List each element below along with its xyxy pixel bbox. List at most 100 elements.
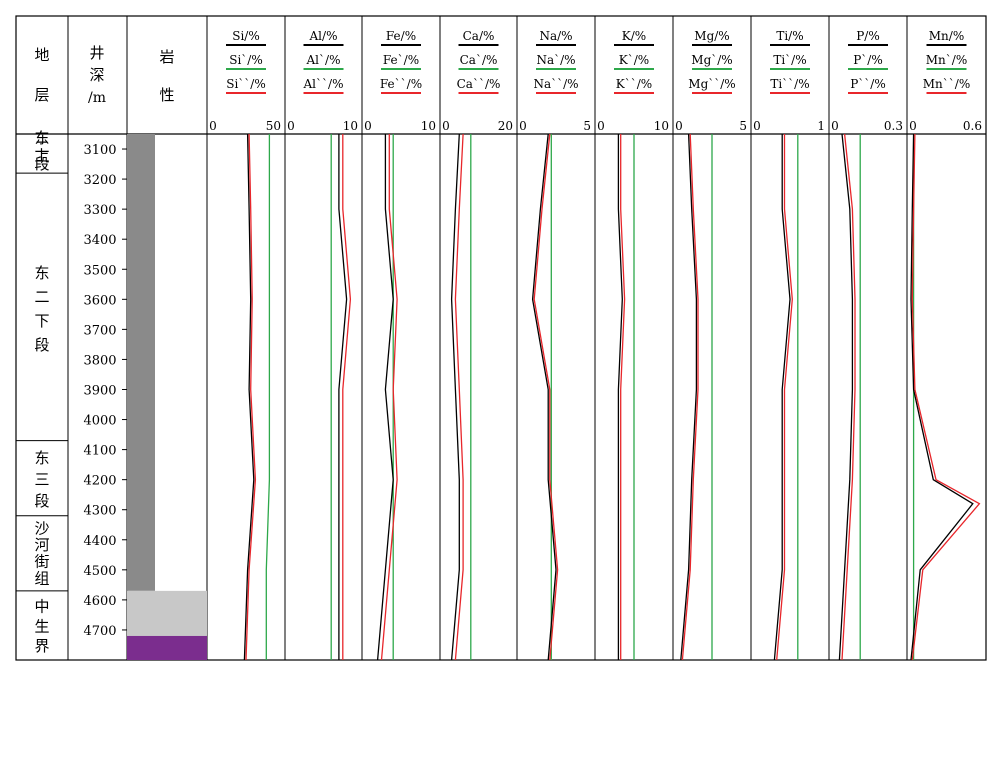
- axis-tick-label: 5: [739, 119, 747, 133]
- element-label: Mn``/%: [923, 77, 970, 91]
- depth-tick-label: 3900: [83, 383, 116, 398]
- depth-tick-label: 4100: [83, 444, 116, 459]
- curve-red: [841, 133, 856, 661]
- element-label: Ti``/%: [770, 77, 809, 91]
- axis-tick-label: 5: [583, 119, 591, 133]
- curve-green: [265, 134, 271, 660]
- strata-name-char: 组: [34, 569, 49, 587]
- element-label: Al``/%: [303, 77, 344, 91]
- axis-tick-label: 0: [209, 119, 217, 133]
- axis-tick-label: 50: [266, 119, 281, 133]
- depth-tick-label: 3800: [83, 353, 116, 368]
- curve-red: [681, 133, 699, 661]
- axis-tick-label: 0: [519, 119, 527, 133]
- axis-tick-label: 1: [817, 119, 825, 133]
- strata-name-char: 河: [34, 536, 49, 554]
- depth-tick-label: 4400: [83, 534, 116, 549]
- curve-black: [338, 134, 348, 660]
- depth-tick-label: 4200: [83, 474, 116, 489]
- axis-tick-label: 0: [442, 119, 450, 133]
- strata-name-char: 三: [34, 471, 49, 489]
- depth-tick-label: 3600: [83, 293, 116, 308]
- element-label: Al/%: [309, 29, 338, 43]
- chart-frame: [15, 15, 987, 661]
- element-label: K/%: [622, 29, 646, 43]
- axis-tick-label: 0: [753, 119, 761, 133]
- strata-name-char: 中: [34, 598, 49, 616]
- strata-name-char: 沙: [34, 519, 49, 537]
- strata-name-char: 段: [34, 155, 49, 173]
- curve-black: [531, 133, 557, 661]
- depth-tick-label: 3200: [83, 173, 116, 188]
- element-label: Mg``/%: [688, 77, 735, 91]
- depth-tick-label: 3500: [83, 263, 116, 278]
- element-label: Ti`/%: [773, 53, 806, 67]
- axis-tick-label: 10: [343, 119, 358, 133]
- strata-name-char: 二: [34, 288, 49, 306]
- depth-tick-label: 3100: [83, 143, 116, 158]
- element-label: Si`/%: [229, 53, 263, 67]
- element-label: Mg`/%: [691, 53, 732, 67]
- lithology-header-char: 岩: [159, 48, 174, 66]
- axis-tick-label: 0.6: [963, 119, 982, 133]
- element-label: Na/%: [539, 29, 572, 43]
- element-label: Fe`/%: [383, 53, 419, 67]
- strata-name-char: 界: [34, 637, 49, 655]
- axis-tick-label: 0: [675, 119, 683, 133]
- curve-red: [342, 134, 352, 660]
- element-label: Si``/%: [226, 77, 266, 91]
- curve-black: [450, 133, 460, 661]
- strata-name-char: 下: [34, 312, 49, 330]
- depth-header-char: 井: [89, 44, 104, 62]
- curve-black: [376, 134, 394, 661]
- depth-header-unit: /m: [88, 90, 106, 106]
- lithology-mesozoic-fill: [127, 590, 207, 636]
- axis-tick-label: 0: [831, 119, 839, 133]
- strata-header-char: 地: [34, 46, 49, 64]
- depth-tick-label: 4000: [83, 414, 116, 429]
- element-label: Fe``/%: [380, 77, 422, 91]
- strata-name-char: 二: [34, 138, 49, 156]
- strata-name-char: 段: [34, 336, 49, 354]
- lithology-column-fill: [127, 134, 155, 591]
- depth-tick-label: 4300: [83, 504, 116, 519]
- strata-header-char: 层: [34, 86, 49, 104]
- axis-tick-label: 20: [498, 119, 513, 133]
- curve-black: [680, 133, 698, 661]
- element-label: Ca``/%: [457, 77, 501, 91]
- depth-tick-label: 4700: [83, 624, 116, 639]
- element-label: P`/%: [853, 53, 883, 67]
- curve-black: [838, 133, 854, 661]
- element-label: Na``/%: [533, 77, 578, 91]
- curve-black: [243, 133, 255, 661]
- curve-red: [533, 133, 559, 661]
- curve-black: [910, 133, 974, 661]
- depth-header-char: 深: [89, 66, 104, 84]
- axis-tick-label: 0: [287, 119, 295, 133]
- curve-red: [776, 134, 793, 661]
- curve-red: [380, 134, 398, 661]
- depth-tick-label: 4500: [83, 564, 116, 579]
- strata-name-char: 生: [34, 617, 49, 635]
- depth-tick-label: 3300: [83, 203, 116, 218]
- lithology-purple-layer: [127, 635, 207, 660]
- element-label: Ca/%: [463, 29, 495, 43]
- curve-red: [454, 133, 464, 661]
- axis-tick-label: 0: [364, 119, 372, 133]
- strata-name-char: 东: [34, 129, 49, 147]
- element-label: Si/%: [232, 29, 260, 43]
- depth-tick-label: 3700: [83, 323, 116, 338]
- axis-tick-label: 0: [909, 119, 917, 133]
- strata-name-char: 东: [34, 264, 49, 282]
- curve-red: [911, 133, 981, 661]
- curve-black: [617, 134, 623, 660]
- element-label: P``/%: [850, 77, 886, 91]
- depth-tick-label: 4600: [83, 594, 116, 609]
- lithology-header-char: 性: [159, 86, 174, 104]
- element-label: K`/%: [619, 53, 649, 67]
- element-label: K``/%: [616, 77, 652, 91]
- element-label: Na`/%: [536, 53, 575, 67]
- depth-tick-label: 3400: [83, 233, 116, 248]
- element-label: Al`/%: [306, 53, 341, 67]
